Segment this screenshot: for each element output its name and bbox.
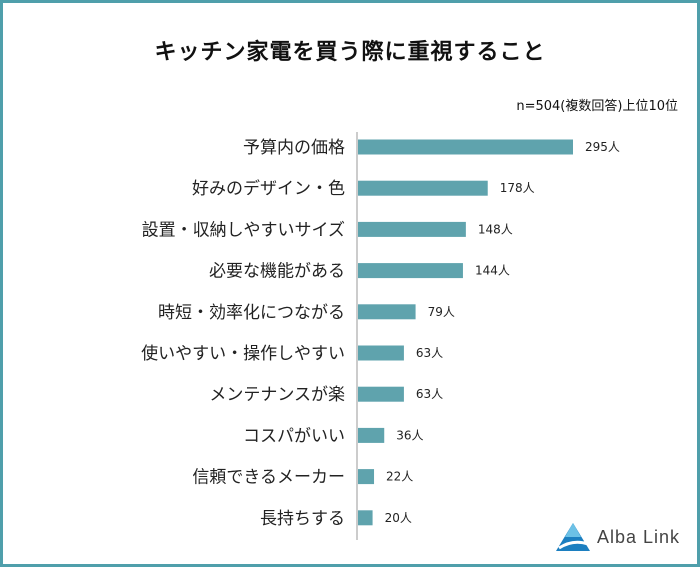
chart-note: n=504(複数回答)上位10位 <box>516 99 678 114</box>
value-label: 20人 <box>385 511 412 525</box>
category-label: 好みのデザイン・色 <box>192 178 345 199</box>
bar <box>358 510 373 526</box>
bar <box>358 345 404 361</box>
bar <box>358 427 385 443</box>
bar <box>358 263 463 279</box>
value-label: 22人 <box>386 470 413 484</box>
value-label: 148人 <box>478 222 513 236</box>
category-label: コスパがいい <box>243 426 345 446</box>
value-label: 63人 <box>416 346 443 360</box>
bar <box>358 386 404 402</box>
category-label: 予算内の価格 <box>243 138 345 158</box>
alba-link-triangle-logo-icon <box>555 523 590 551</box>
value-label: 63人 <box>416 387 443 401</box>
category-label: 信頼できるメーカー <box>192 468 345 488</box>
bar <box>358 221 466 237</box>
category-label: メンテナンスが楽 <box>209 385 345 405</box>
logo-text: Alba Link <box>596 526 680 547</box>
value-labels: 295人 178人 148人 144人 79人 63人 63人 36人 22人 20人 <box>385 140 620 525</box>
bar <box>358 304 416 320</box>
value-label: 36人 <box>396 428 423 442</box>
bar <box>358 469 375 485</box>
category-label: 設置・収納しやすいサイズ <box>142 220 345 240</box>
category-label: 使いやすい・操作しやすい <box>141 343 345 364</box>
chart-title: キッチン家電を買う際に重視すること <box>154 40 546 65</box>
logo: Alba Link <box>555 522 680 552</box>
category-label: 必要な機能がある <box>209 262 345 282</box>
category-label: 時短・効率化につながる <box>158 303 345 323</box>
value-label: 79人 <box>428 305 455 319</box>
value-label: 178人 <box>500 181 535 195</box>
bar <box>358 180 488 196</box>
bar <box>358 139 573 155</box>
bars <box>358 139 573 526</box>
category-labels: 予算内の価格好みのデザイン・色設置・収納しやすいサイズ必要な機能がある時短・効率… <box>141 138 345 529</box>
value-label: 144人 <box>475 264 510 278</box>
category-label: 長持ちする <box>260 509 345 529</box>
value-label: 295人 <box>585 140 620 154</box>
